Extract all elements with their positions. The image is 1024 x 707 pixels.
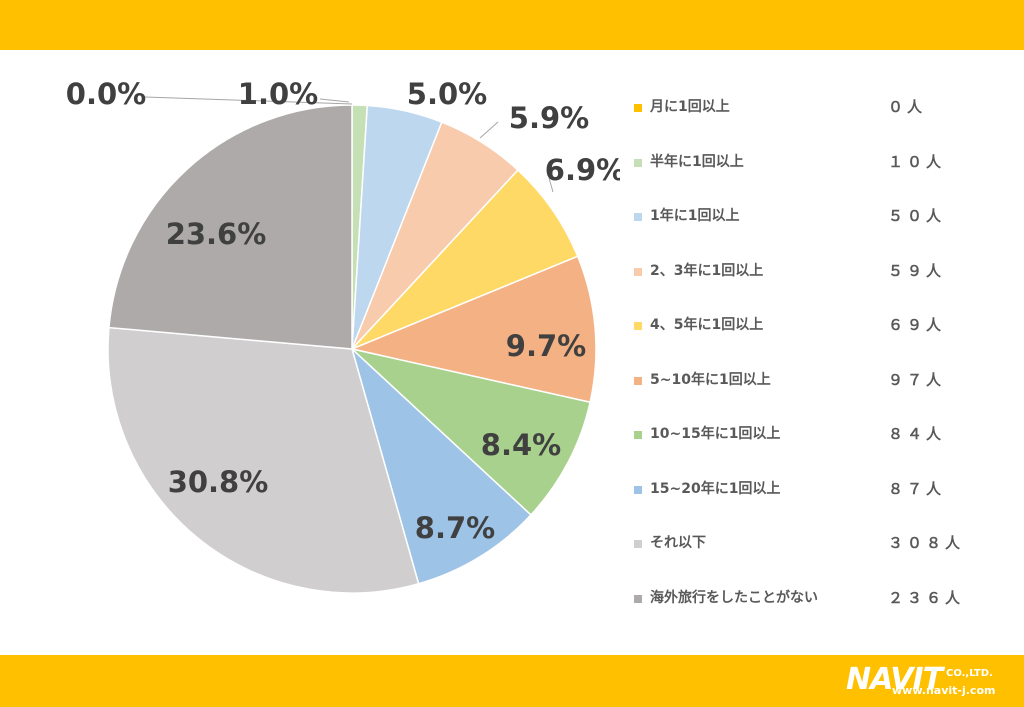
leader-line: [319, 98, 350, 103]
pie-slice: [351, 169, 579, 350]
legend-count: ８７人: [888, 479, 946, 498]
legend-label: 半年に1回以上: [650, 153, 744, 170]
slice-percent-label: 5.0%: [407, 77, 487, 111]
slice-percent-label: 5.9%: [509, 101, 589, 135]
legend-count: ２３６人: [888, 588, 965, 607]
legend-swatch: [634, 322, 642, 330]
legend-item: それ以下 ３０８人: [634, 529, 1014, 584]
legend-label: 5~10年に1回以上: [650, 371, 771, 388]
legend-label: 1年に1回以上: [650, 208, 740, 224]
logo-suffix: CO.,LTD.: [946, 668, 993, 679]
legend-item: 2、3年に1回以上 ５９人: [634, 257, 1014, 312]
legend-label: 月に1回以上: [650, 99, 730, 115]
legend-label: それ以下: [650, 535, 706, 551]
slice-percent-label: 6.9%: [545, 153, 620, 187]
legend-label: 15~20年に1回以上: [650, 480, 781, 497]
legend-swatch: [634, 104, 642, 112]
slice-percent-label: 1.0%: [238, 77, 318, 111]
leader-line: [548, 177, 554, 193]
top-banner: [0, 0, 1024, 50]
legend-swatch: [634, 485, 642, 494]
logo-wordmark: NAVIT: [846, 662, 943, 697]
pie-slice: [349, 347, 592, 516]
legend-label: 2、3年に1回以上: [650, 262, 764, 279]
legend-count: ８４人: [888, 425, 946, 443]
legend-label: 海外旅行をしたことがない: [650, 589, 818, 606]
legend-count: ６９人: [888, 316, 946, 334]
legend-label: 4、5年に1回以上: [650, 317, 764, 333]
legend-swatch: [634, 540, 642, 548]
legend-label: 10~15年に1回以上: [650, 426, 781, 442]
legend-item: 15~20年に1回以上 ８７人: [634, 475, 1014, 530]
legend-item: 月に1回以上 ０人: [634, 93, 1014, 148]
legend-item: 10~15年に1回以上 ８４人: [634, 420, 1014, 475]
bottom-banner: [0, 655, 1024, 707]
slice-percent-label: 0.0%: [66, 77, 146, 111]
legend-item: 5~10年に1回以上 ９７人: [634, 366, 1014, 421]
slice-percent-label: 9.7%: [506, 329, 586, 363]
legend-count: ９７人: [888, 370, 946, 389]
leader-line: [144, 96, 353, 105]
legend-swatch: [634, 158, 642, 167]
slice-percent-label: 8.4%: [481, 428, 561, 462]
legend-count: ３０８人: [888, 534, 965, 552]
slice-percent-label: 8.7%: [415, 511, 495, 545]
legend-count: ５０人: [888, 207, 946, 225]
legend-swatch: [634, 594, 642, 603]
legend-swatch: [634, 431, 642, 439]
legend-count: ５９人: [888, 261, 946, 280]
slice-percent-label: 23.6%: [166, 217, 267, 251]
pie-slice: [349, 255, 597, 404]
slice-percent-label: 30.8%: [168, 465, 269, 499]
legend-item: 4、5年に1回以上 ６９人: [634, 311, 1014, 366]
pie-slice: [108, 104, 353, 350]
company-logo: NAVIT CO.,LTD. www.navit-j.com: [846, 662, 1018, 702]
legend-count: １０人: [888, 152, 946, 171]
pie-slice: [107, 326, 420, 594]
leader-line: [479, 121, 499, 139]
pie-chart: 0.0% 1.0% 5.0% 5.9% 6.9% 9.7% 8.4% 8.7% 30.8% 23.…: [66, 77, 620, 594]
legend-swatch: [634, 267, 642, 276]
logo-url: www.navit-j.com: [892, 684, 996, 697]
legend-swatch: [634, 213, 642, 221]
legend-count: ０人: [888, 98, 927, 116]
legend-item: 海外旅行をしたことがない ２３６人: [634, 584, 1014, 639]
legend-item: 1年に1回以上 ５０人: [634, 202, 1014, 257]
chart-legend: 月に1回以上 ０人半年に1回以上 １０人 1年に1回以上 ５０人 2、3年に1回以上 ５９人…: [634, 93, 1014, 638]
legend-swatch: [634, 376, 642, 385]
legend-item: 半年に1回以上 １０人: [634, 148, 1014, 203]
pie-slice: [350, 346, 532, 585]
